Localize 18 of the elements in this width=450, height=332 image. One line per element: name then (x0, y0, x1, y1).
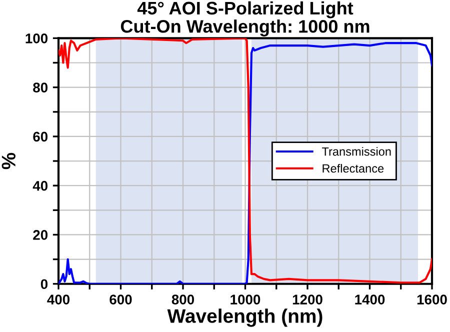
x-tick-label: 1400 (355, 294, 385, 304)
x-tick-label: 400 (47, 294, 70, 304)
y-tick-label: 80 (33, 82, 48, 92)
x-axis-title: Wavelength (nm) (167, 308, 322, 327)
y-tick-label: 100 (26, 34, 48, 44)
chart-title: 45° AOI S-Polarized Light Cut-On Wavelength: 1000 nm (120, 1, 370, 36)
y-tick-label: 40 (32, 180, 48, 191)
y-axis-title: % (2, 152, 16, 170)
legend-label: Reflectance (322, 164, 384, 173)
y-tick-label: 0 (40, 279, 48, 290)
y-tick-label: 20 (33, 230, 48, 240)
x-tick-label: 800 (172, 294, 194, 304)
x-tick-label: 1600 (417, 294, 447, 304)
x-tick-label: 1200 (292, 294, 322, 304)
y-tick-label: 60 (33, 132, 48, 142)
legend-label: Transmission (322, 147, 391, 156)
x-tick-label: 1000 (230, 294, 260, 304)
x-tick-label: 600 (110, 294, 132, 304)
